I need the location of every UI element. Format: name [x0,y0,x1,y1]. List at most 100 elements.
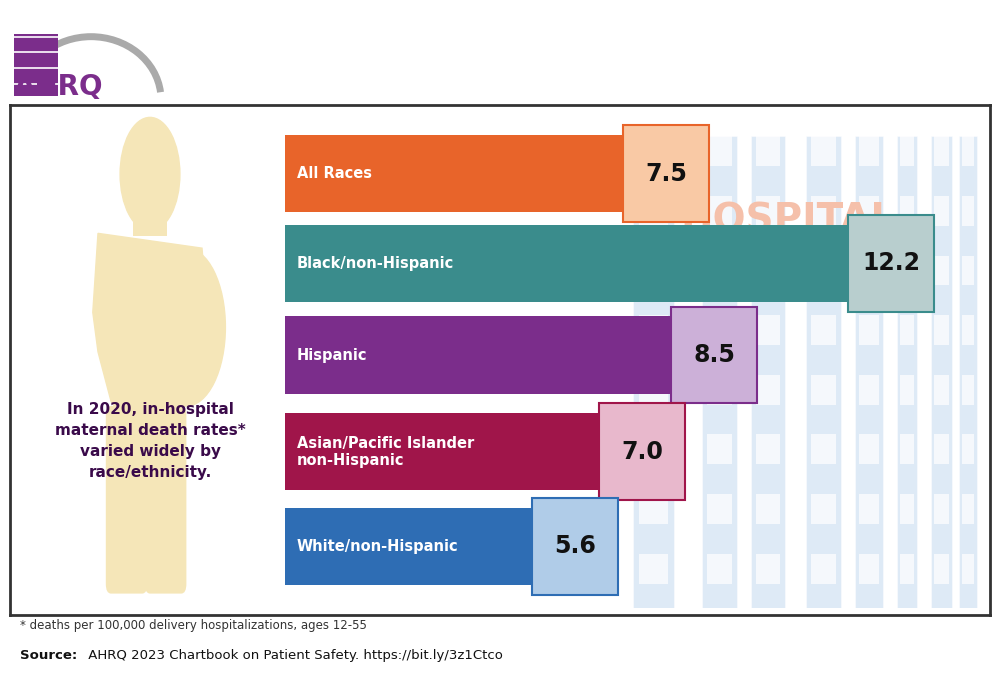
FancyBboxPatch shape [532,498,618,595]
FancyBboxPatch shape [934,256,949,285]
FancyBboxPatch shape [285,414,621,490]
FancyBboxPatch shape [285,316,692,393]
FancyBboxPatch shape [962,315,974,345]
FancyBboxPatch shape [639,375,668,405]
Text: All Races: All Races [297,166,372,181]
FancyBboxPatch shape [900,435,914,464]
FancyBboxPatch shape [959,137,977,608]
Text: In 2020, in-hospital
maternal death rates*
varied widely by
race/ethnicity.: In 2020, in-hospital maternal death rate… [55,402,245,479]
FancyBboxPatch shape [639,315,668,345]
FancyBboxPatch shape [756,256,780,285]
FancyBboxPatch shape [962,435,974,464]
FancyBboxPatch shape [756,137,780,166]
FancyBboxPatch shape [962,494,974,524]
FancyBboxPatch shape [811,435,836,464]
FancyBboxPatch shape [756,494,780,524]
FancyBboxPatch shape [934,196,949,226]
FancyBboxPatch shape [707,554,732,583]
FancyBboxPatch shape [133,187,167,236]
FancyBboxPatch shape [962,554,974,583]
Text: Source:: Source: [20,649,77,662]
FancyBboxPatch shape [848,215,934,312]
Text: White/non-Hispanic: White/non-Hispanic [297,539,459,554]
FancyBboxPatch shape [962,375,974,405]
Text: In-Hospital Maternal Deaths
by Race/Ethnicity: In-Hospital Maternal Deaths by Race/Ethn… [334,16,842,85]
Ellipse shape [147,248,225,406]
FancyBboxPatch shape [962,256,974,285]
FancyBboxPatch shape [14,34,58,97]
FancyBboxPatch shape [811,315,836,345]
FancyBboxPatch shape [859,256,879,285]
FancyBboxPatch shape [900,554,914,583]
Text: HOSPITAL: HOSPITAL [681,202,896,240]
FancyBboxPatch shape [811,256,836,285]
FancyBboxPatch shape [707,315,732,345]
FancyBboxPatch shape [859,375,879,405]
FancyBboxPatch shape [934,137,949,166]
FancyBboxPatch shape [756,315,780,345]
FancyBboxPatch shape [859,435,879,464]
FancyBboxPatch shape [707,137,732,166]
FancyBboxPatch shape [811,137,836,166]
FancyBboxPatch shape [285,508,553,585]
FancyBboxPatch shape [756,196,780,226]
FancyBboxPatch shape [900,315,914,345]
FancyBboxPatch shape [859,315,879,345]
FancyBboxPatch shape [756,554,780,583]
FancyBboxPatch shape [859,196,879,226]
Text: 7.5: 7.5 [645,162,687,186]
FancyBboxPatch shape [900,137,914,166]
FancyBboxPatch shape [855,137,883,608]
FancyBboxPatch shape [707,196,732,226]
FancyBboxPatch shape [106,406,147,594]
Text: Asian/Pacific Islander
non-Hispanic: Asian/Pacific Islander non-Hispanic [297,436,474,468]
FancyBboxPatch shape [145,406,186,594]
Text: AHRQ: AHRQ [14,72,104,101]
FancyBboxPatch shape [962,137,974,166]
Text: 8.5: 8.5 [693,343,735,367]
FancyBboxPatch shape [934,554,949,583]
FancyBboxPatch shape [707,435,732,464]
Text: 7.0: 7.0 [621,440,663,464]
FancyBboxPatch shape [859,554,879,583]
FancyBboxPatch shape [811,375,836,405]
Circle shape [120,118,180,231]
FancyBboxPatch shape [707,256,732,285]
FancyBboxPatch shape [859,494,879,524]
FancyBboxPatch shape [962,196,974,226]
FancyBboxPatch shape [639,196,668,226]
FancyBboxPatch shape [811,494,836,524]
FancyBboxPatch shape [639,494,668,524]
Text: Black/non-Hispanic: Black/non-Hispanic [297,256,454,270]
FancyBboxPatch shape [934,375,949,405]
FancyBboxPatch shape [806,137,841,608]
FancyBboxPatch shape [900,494,914,524]
FancyBboxPatch shape [934,315,949,345]
FancyBboxPatch shape [639,554,668,583]
Text: * deaths per 100,000 delivery hospitalizations, ages 12-55: * deaths per 100,000 delivery hospitaliz… [20,619,367,632]
FancyBboxPatch shape [934,494,949,524]
Polygon shape [93,233,207,431]
FancyBboxPatch shape [900,375,914,405]
FancyBboxPatch shape [934,435,949,464]
FancyBboxPatch shape [285,224,870,301]
FancyBboxPatch shape [707,494,732,524]
Text: 12.2: 12.2 [862,251,920,275]
FancyBboxPatch shape [285,135,644,212]
FancyBboxPatch shape [811,196,836,226]
FancyBboxPatch shape [811,554,836,583]
Text: Hispanic: Hispanic [297,347,367,362]
FancyBboxPatch shape [900,196,914,226]
FancyBboxPatch shape [623,125,709,222]
FancyBboxPatch shape [639,435,668,464]
FancyBboxPatch shape [702,137,737,608]
FancyBboxPatch shape [756,375,780,405]
FancyBboxPatch shape [897,137,917,608]
FancyBboxPatch shape [756,435,780,464]
FancyBboxPatch shape [900,256,914,285]
FancyBboxPatch shape [599,404,685,500]
FancyBboxPatch shape [751,137,785,608]
Text: AHRQ 2023 Chartbook on Patient Safety. https://bit.ly/3z1Ctco: AHRQ 2023 Chartbook on Patient Safety. h… [84,649,502,662]
FancyBboxPatch shape [671,306,757,404]
FancyBboxPatch shape [707,375,732,405]
